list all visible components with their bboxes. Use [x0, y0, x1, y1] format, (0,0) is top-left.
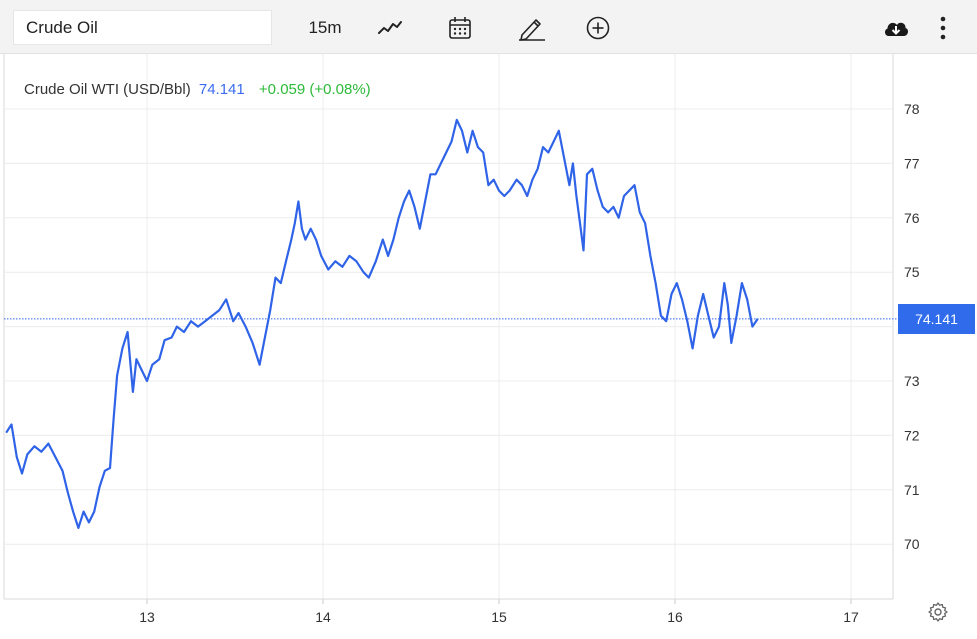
- last-price-tag: 74.141: [898, 303, 975, 334]
- legend-price: 74.141: [198, 81, 245, 98]
- y-tick-label: 72: [904, 427, 920, 443]
- pencil-icon[interactable]: [515, 12, 547, 44]
- y-tick-label: 77: [904, 155, 920, 171]
- y-tick-label: 73: [904, 373, 920, 389]
- y-tick-label: 76: [904, 210, 920, 226]
- settings-gear-icon[interactable]: [922, 596, 954, 628]
- download-cloud-icon[interactable]: [880, 12, 912, 44]
- symbol-search-input[interactable]: [13, 10, 272, 45]
- y-tick-label: 70: [904, 536, 920, 552]
- y-tick-label: 71: [904, 482, 920, 498]
- y-tick-label: 75: [904, 264, 920, 280]
- x-tick-label: 16: [667, 609, 683, 625]
- x-tick-label: 13: [139, 609, 155, 625]
- chart-area[interactable]: 7071727374757677781314151617 Crude Oil W…: [0, 54, 977, 639]
- x-tick-label: 15: [491, 609, 507, 625]
- plus-circle-icon[interactable]: [582, 12, 614, 44]
- interval-selector[interactable]: 15m: [308, 18, 342, 37]
- toolbar: 15m: [0, 0, 977, 54]
- x-tick-label: 17: [843, 609, 859, 625]
- legend-change: +0.059 (+0.08%): [258, 81, 371, 98]
- price-chart[interactable]: 7071727374757677781314151617: [0, 54, 977, 639]
- x-tick-label: 14: [315, 609, 331, 625]
- more-vertical-icon[interactable]: [927, 12, 959, 44]
- y-tick-label: 78: [904, 101, 920, 117]
- price-series-line[interactable]: [5, 118, 759, 529]
- chart-legend: Crude Oil WTI (USD/Bbl) 74.141 +0.059 (+…: [24, 81, 371, 98]
- legend-symbol-name: Crude Oil WTI (USD/Bbl): [24, 81, 191, 98]
- calendar-icon[interactable]: [444, 12, 476, 44]
- line-chart-icon[interactable]: [374, 12, 406, 44]
